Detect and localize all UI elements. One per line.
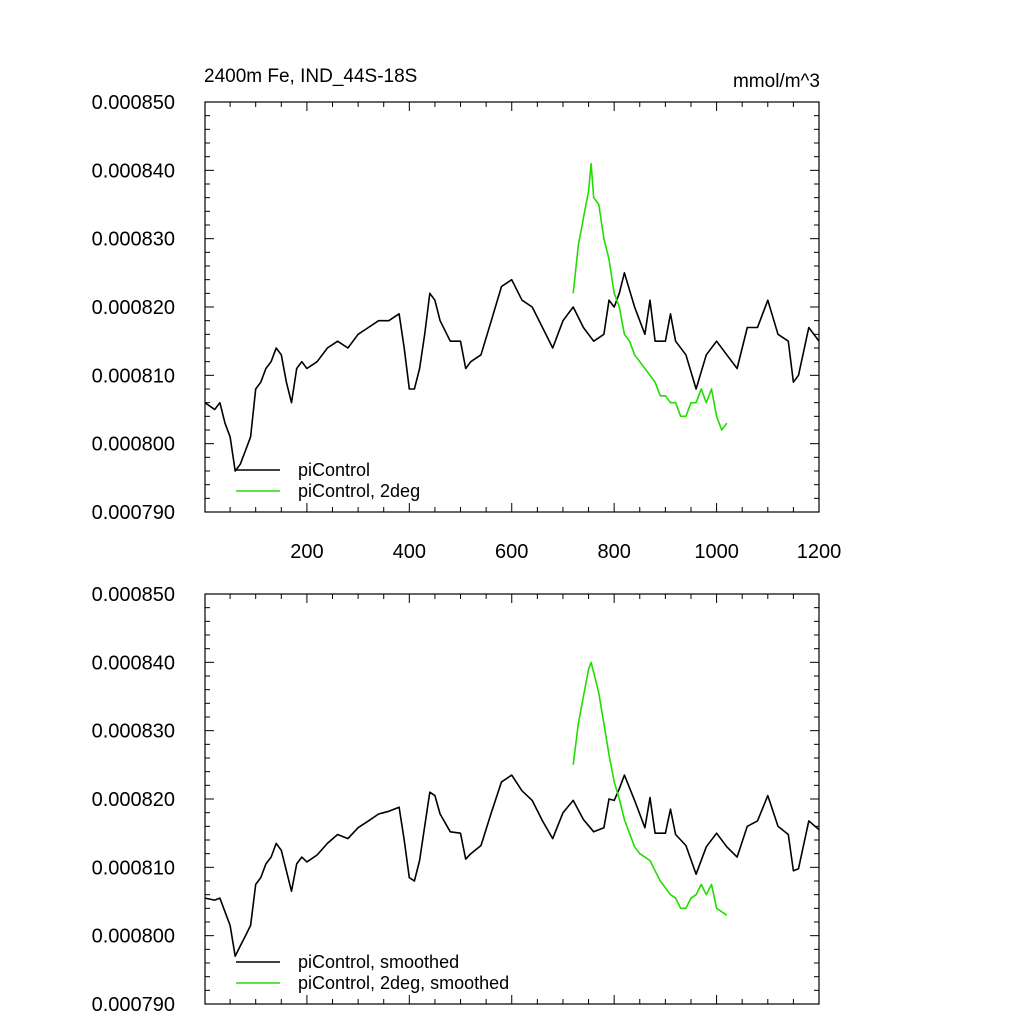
top-panel-frame [204, 101, 820, 513]
y-tick-label: 0.000820 [92, 789, 175, 811]
top-panel-ticks [205, 101, 820, 513]
legend-label: piControl, 2deg, smoothed [298, 973, 509, 993]
y-tick-label: 0.000850 [92, 584, 175, 606]
y-tick-label: 0.000800 [92, 434, 175, 456]
series-line-green [572, 661, 728, 916]
y-tick-label: 0.000810 [92, 365, 175, 387]
x-tick-label: 800 [597, 541, 630, 563]
y-tick-label: 0.000820 [92, 297, 175, 319]
series-line-black [204, 271, 820, 472]
x-tick-label: 1200 [797, 541, 842, 563]
bottom-panel-frame [204, 593, 820, 1005]
legend-label: piControl [298, 460, 370, 480]
bottom-panel: 0.000790 0.000800 0.000810 0.000820 0.000830… [92, 584, 820, 1016]
bottom-panel-series [204, 661, 820, 958]
top-panel-tick-labels: 0.000790 0.000800 0.000810 0.000820 0.000830… [92, 92, 842, 563]
bottom-panel-ticks [205, 593, 820, 1005]
chart-title: 2400m Fe, IND_44S-18S [204, 66, 417, 87]
y-tick-label: 0.000840 [92, 652, 175, 674]
y-tick-label: 0.000810 [92, 857, 175, 879]
y-tick-label: 0.000830 [92, 229, 175, 251]
x-tick-label: 200 [290, 541, 323, 563]
x-tick-label: 1000 [694, 541, 739, 563]
legend-label: piControl, 2deg [298, 481, 420, 501]
y-tick-label: 0.000790 [92, 994, 175, 1016]
y-tick-label: 0.000840 [92, 160, 175, 182]
legend-label: piControl, smoothed [298, 952, 459, 972]
series-line-green [572, 162, 728, 431]
y-tick-label: 0.000790 [92, 502, 175, 524]
x-tick-label: 600 [495, 541, 528, 563]
top-panel: 2400m Fe, IND_44S-18S mmol/m^3 0.0007900… [92, 66, 842, 563]
bottom-panel-tick-labels: 0.000790 0.000800 0.000810 0.000820 0.000830… [92, 584, 175, 1016]
top-panel-series [204, 162, 820, 472]
x-tick-label: 400 [393, 541, 426, 563]
y-tick-label: 0.000850 [92, 92, 175, 114]
units-label: mmol/m^3 [733, 71, 820, 92]
y-tick-label: 0.000800 [92, 926, 175, 948]
series-line-black [204, 774, 820, 958]
y-tick-label: 0.000830 [92, 721, 175, 743]
